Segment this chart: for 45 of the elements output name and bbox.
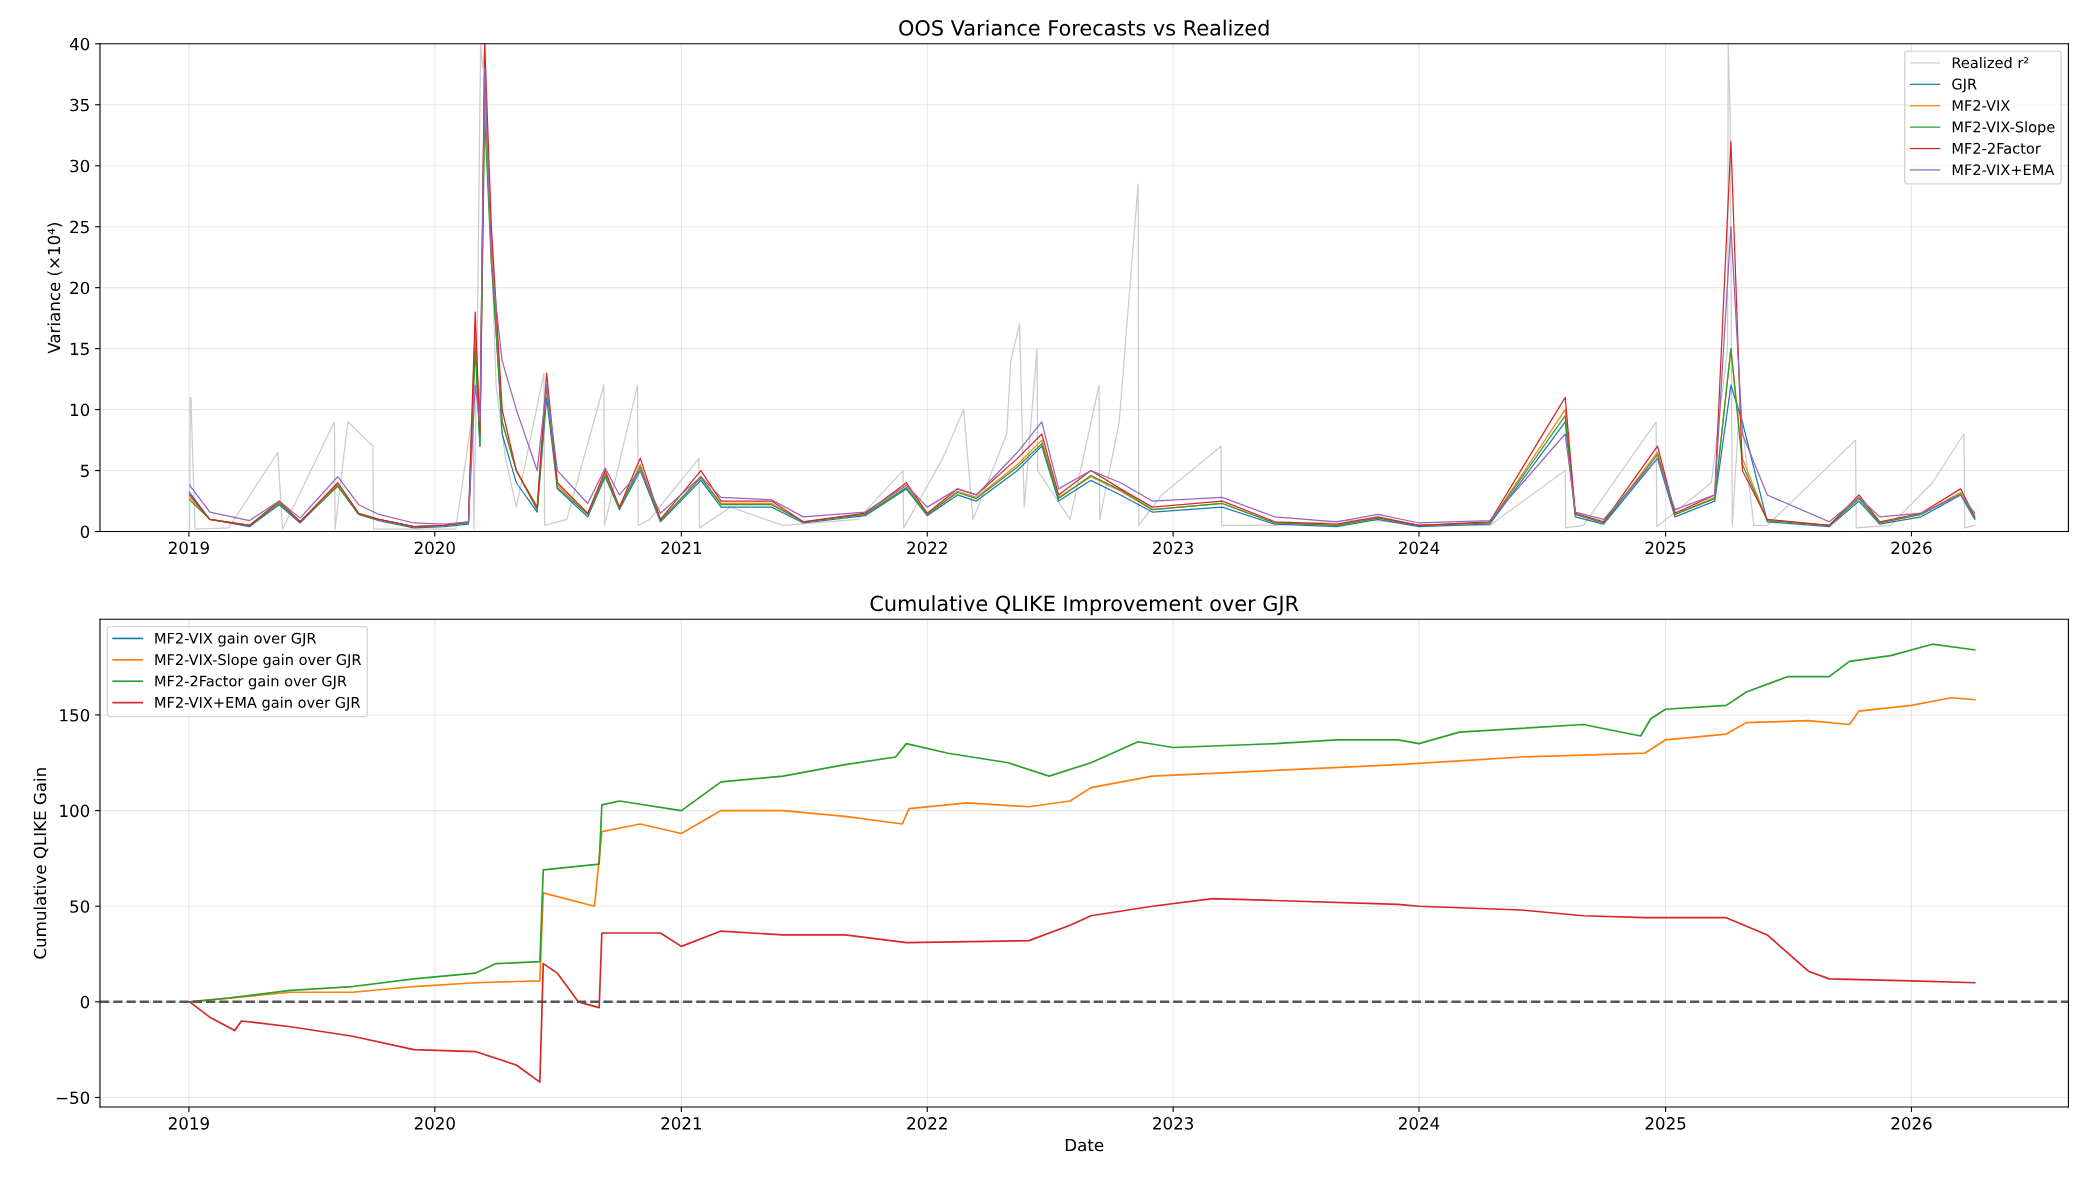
x-tick-label: 2025 [1645,541,1686,555]
x-tick-label: 2019 [168,541,209,555]
x-axis-title: Date [1065,1138,1104,1152]
x-tick-label: 2020 [414,1117,455,1130]
x-tick-label: 2019 [168,1117,209,1130]
y-tick-label: 100 [60,804,90,818]
legend-label: MF2-VIX+EMA [1952,164,2055,176]
y-tick-label: 40 [69,37,90,51]
y-tick-label: 20 [70,281,90,295]
legend-label: MF2-VIX gain over GJR [155,632,317,647]
x-tick-label: 2022 [907,1117,947,1130]
legend-label: MF2-VIX-Slope gain over GJR [155,653,362,668]
y-tick-label: 150 [60,708,90,722]
legend-label: MF2-VIX+EMA gain over GJR [155,696,361,711]
x-tick-label: 2021 [661,541,702,555]
legend-label: MF2-2Factor gain over GJR [155,675,347,690]
y-tick-label: 25 [70,220,89,234]
legend-label: GJR [1952,78,1977,93]
x-tick-label: 2023 [1153,1117,1193,1130]
y-tick-label: 50 [70,900,90,913]
y-tick-label: 0 [80,995,90,1009]
y-tick-label: 10 [70,403,90,417]
x-tick-label: 2026 [1891,541,1932,555]
x-tick-label: 2024 [1399,541,1440,555]
y-tick-label: 0 [80,525,90,539]
chart-title: Cumulative QLIKE Improvement over GJR [870,595,1299,616]
y-tick-label: 30 [70,159,90,173]
x-tick-label: 2022 [907,541,947,555]
legend-label: MF2-VIX [1952,100,2010,111]
x-tick-label: 2026 [1891,1117,1932,1130]
y-axis-title: Cumulative QLIKE Gain [33,768,49,959]
chart-title: OOS Variance Forecasts vs Realized [899,19,1269,36]
y-tick-label: −50 [56,1091,90,1105]
y-tick-label: 15 [70,342,89,356]
y-tick-label: 5 [80,464,89,478]
x-tick-label: 2020 [414,541,455,555]
legend-label: MF2-2Factor [1952,142,2041,154]
legend-label: Realized r² [1952,56,2029,69]
x-tick-label: 2021 [661,1117,702,1130]
x-tick-label: 2025 [1645,1117,1686,1130]
x-tick-label: 2023 [1153,541,1193,555]
y-axis-title: Variance (×10⁴) [47,223,63,354]
y-tick-label: 35 [70,98,89,112]
legend-label: MF2-VIX-Slope [1952,121,2055,136]
x-tick-label: 2024 [1399,1117,1440,1130]
